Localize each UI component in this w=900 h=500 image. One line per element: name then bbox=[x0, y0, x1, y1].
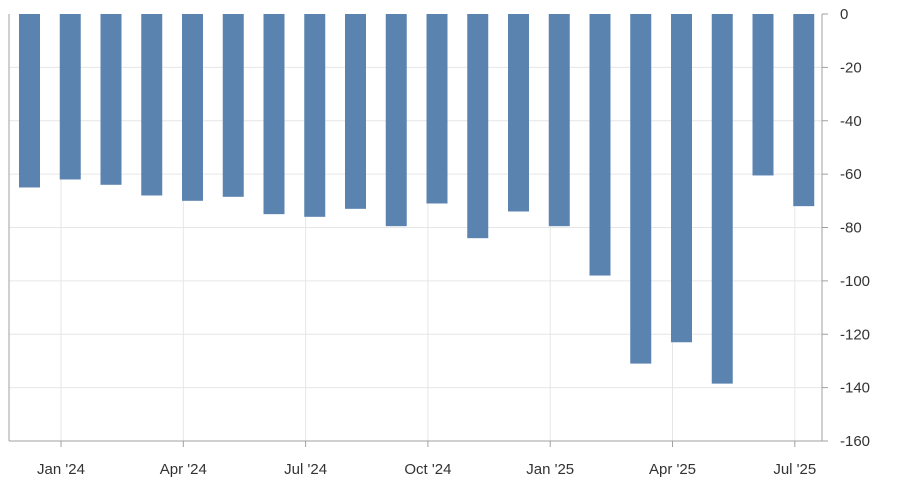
bar bbox=[19, 14, 40, 188]
bar bbox=[182, 14, 203, 201]
x-tick-label: Apr '25 bbox=[649, 461, 696, 478]
y-tick-label: -40 bbox=[840, 113, 862, 130]
bar bbox=[467, 14, 489, 239]
x-tick-label: Jul '24 bbox=[284, 461, 327, 478]
bar bbox=[793, 14, 815, 207]
y-tick-label: -100 bbox=[840, 273, 870, 290]
bar bbox=[711, 14, 733, 384]
y-tick-label: -80 bbox=[840, 220, 862, 237]
bar bbox=[589, 14, 611, 276]
bar bbox=[304, 14, 326, 217]
bars bbox=[19, 14, 815, 384]
y-tick-label: -20 bbox=[840, 59, 862, 76]
bar bbox=[630, 14, 652, 364]
bar bbox=[426, 14, 448, 204]
x-tick-label: Jan '25 bbox=[526, 461, 574, 478]
axes bbox=[8, 13, 828, 447]
x-tick-label: Jan '24 bbox=[37, 461, 85, 478]
y-tick-label: -160 bbox=[840, 433, 870, 450]
bar bbox=[508, 14, 529, 212]
x-tick-label: Jul '25 bbox=[773, 461, 816, 478]
x-tick-label: Apr '24 bbox=[160, 461, 207, 478]
bar bbox=[222, 14, 244, 197]
bar bbox=[752, 14, 774, 176]
bar bbox=[385, 14, 407, 227]
y-tick-label: -120 bbox=[840, 326, 870, 343]
bar bbox=[100, 14, 122, 185]
tick-labels: 0 -20 -40 -60 -80 -100 -120 -140 -160 Jan '24 Apr … bbox=[37, 6, 870, 478]
y-tick-label: -60 bbox=[840, 166, 862, 183]
bar bbox=[345, 14, 366, 209]
bar bbox=[263, 14, 285, 215]
bar bbox=[548, 14, 570, 227]
y-tick-label: 0 bbox=[840, 6, 848, 23]
bar bbox=[671, 14, 692, 343]
grid bbox=[9, 14, 822, 441]
bar bbox=[59, 14, 81, 180]
x-tick-label: Oct '24 bbox=[404, 461, 451, 478]
y-tick-label: -140 bbox=[840, 380, 870, 397]
bar bbox=[141, 14, 163, 196]
